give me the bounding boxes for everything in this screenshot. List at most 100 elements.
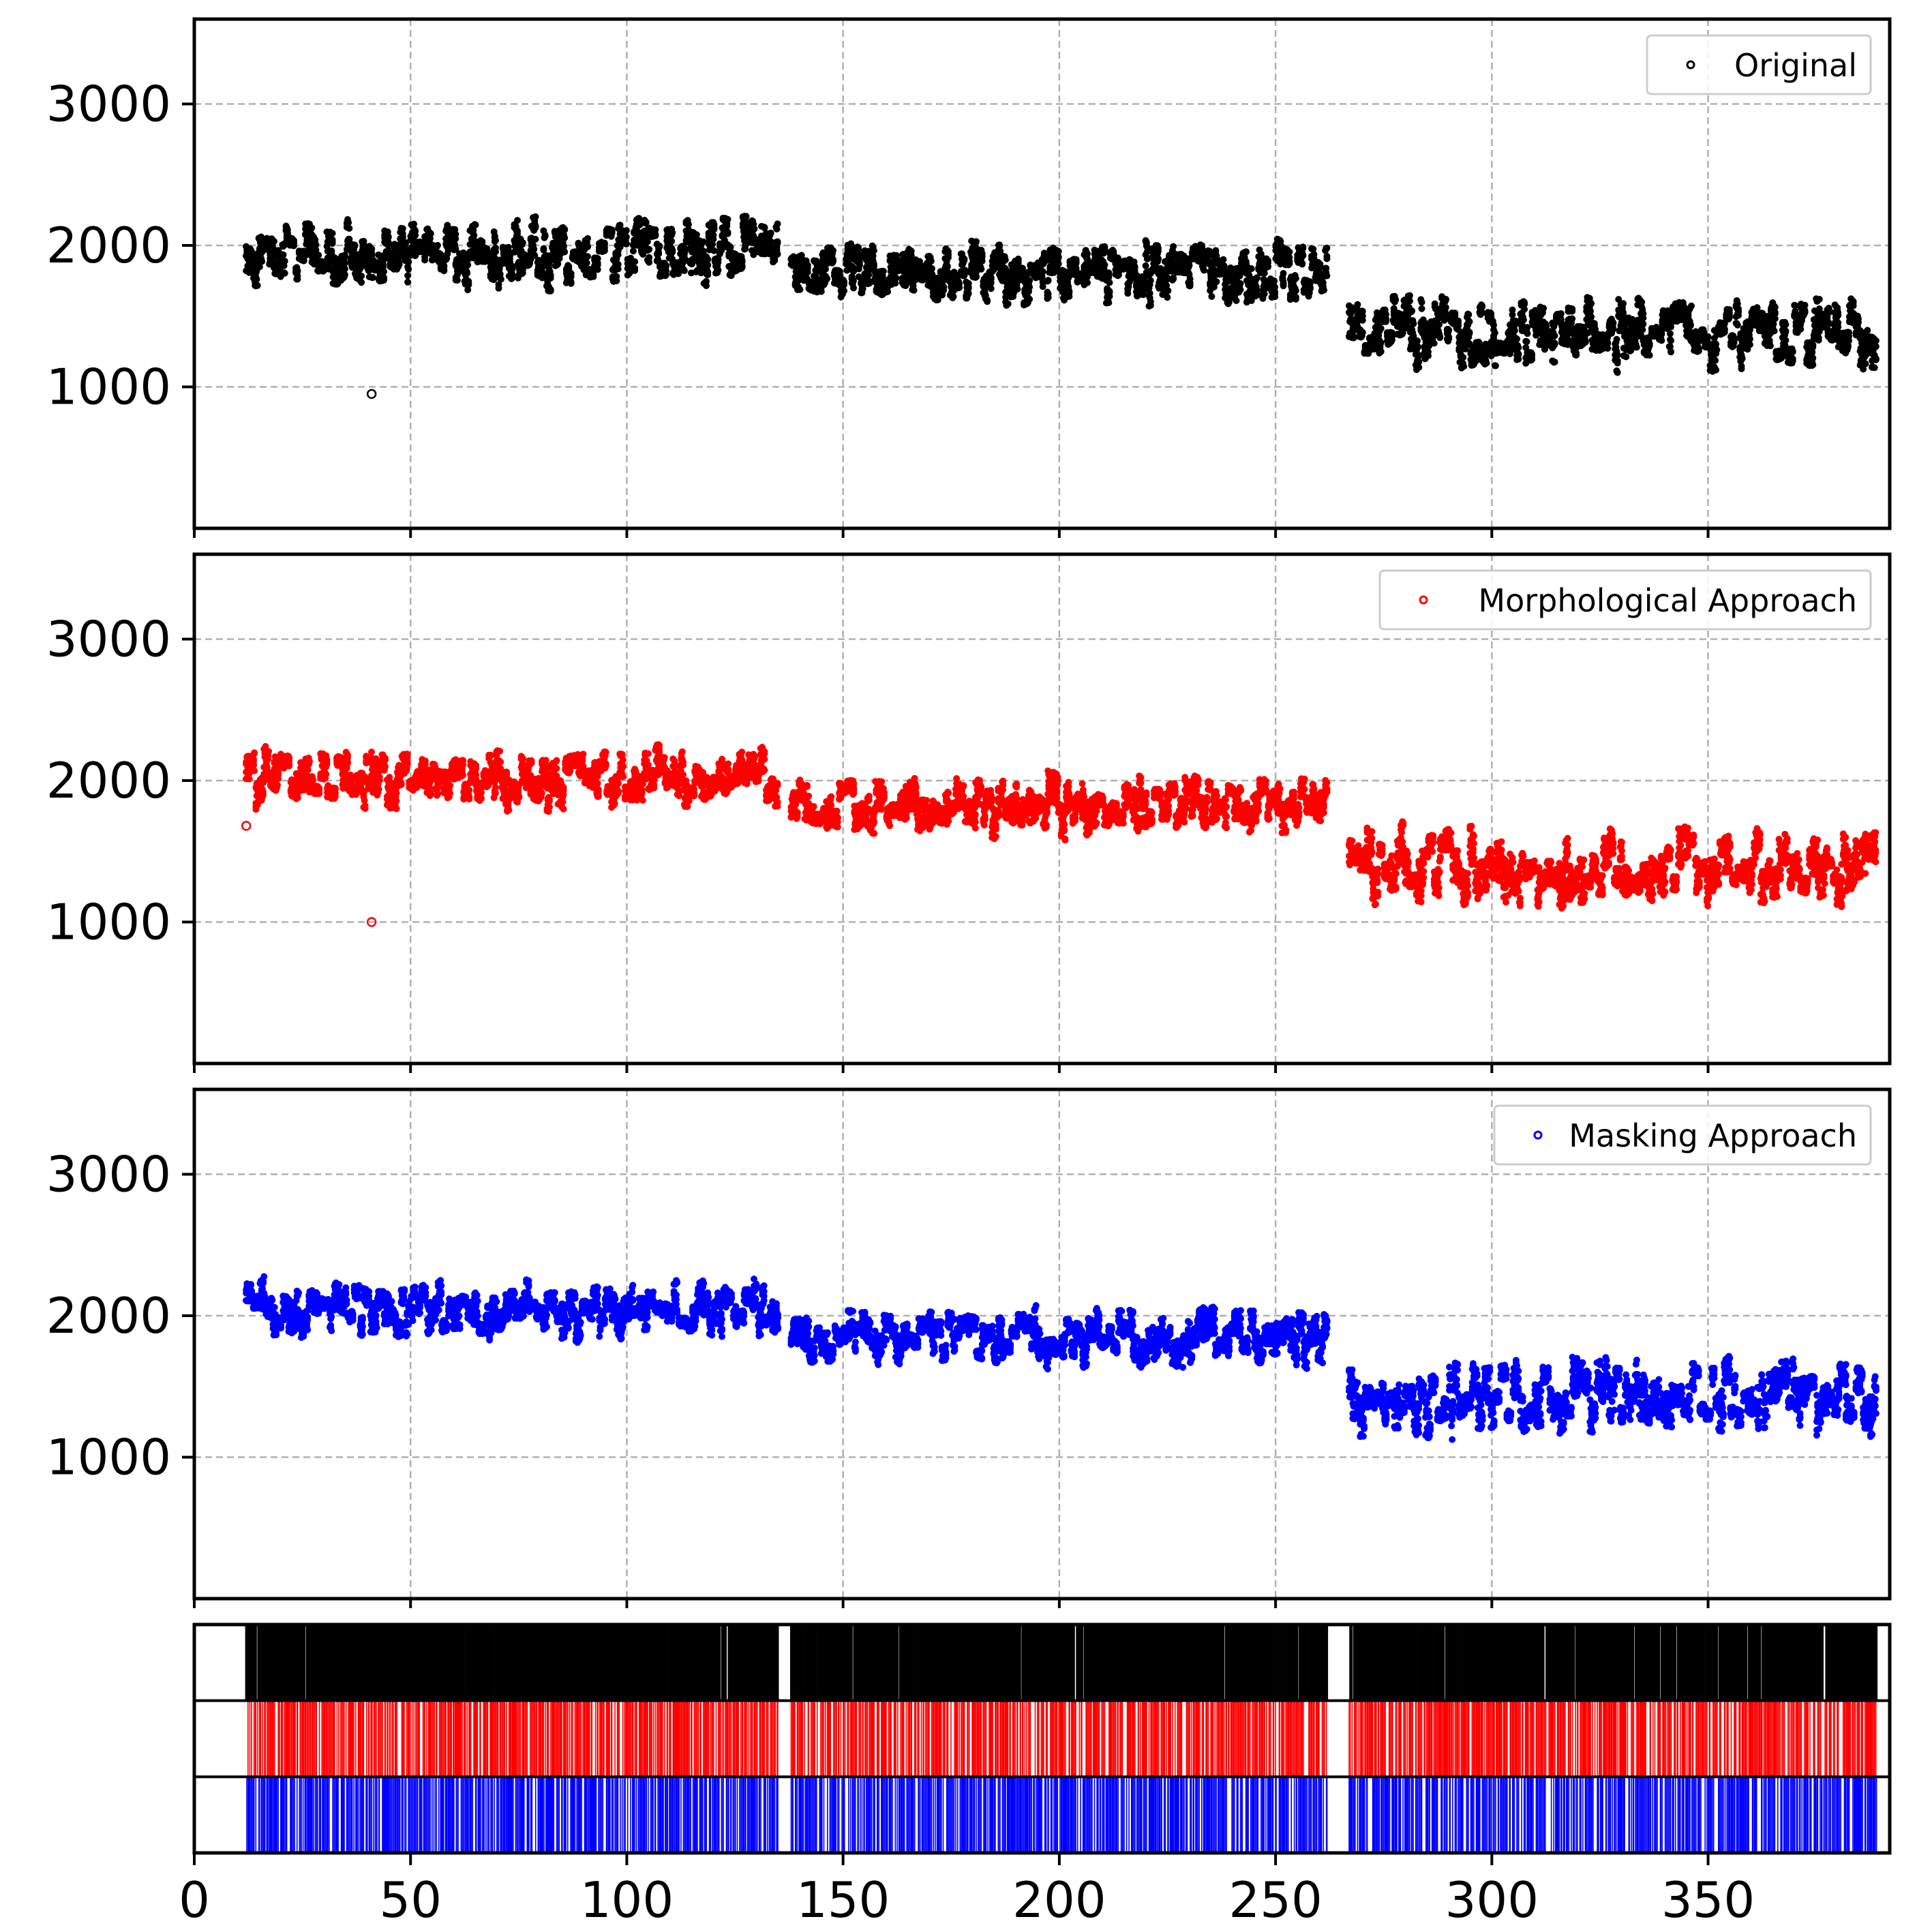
data-point — [561, 235, 569, 241]
data-point — [434, 241, 441, 249]
data-point — [1271, 284, 1279, 291]
data-point — [724, 230, 731, 237]
data-point — [1014, 286, 1021, 293]
data-point — [1280, 270, 1287, 277]
data-point — [927, 257, 935, 265]
data-point — [978, 254, 986, 260]
data-point — [452, 235, 459, 243]
data-point — [1055, 260, 1062, 268]
data-point — [1292, 293, 1299, 301]
data-point — [950, 293, 957, 300]
data-point — [1286, 254, 1293, 261]
data-point — [714, 267, 722, 274]
data-point — [1299, 260, 1306, 267]
data-point — [470, 231, 478, 239]
data-point — [1242, 248, 1250, 256]
data-point — [380, 276, 388, 284]
data-point — [856, 259, 863, 267]
data-point — [584, 235, 591, 242]
data-point — [751, 225, 758, 232]
data-point — [405, 265, 412, 273]
data-point — [669, 248, 676, 256]
data-point — [830, 256, 836, 263]
data-point — [1026, 284, 1033, 290]
data-point — [1271, 293, 1279, 301]
data-point — [824, 275, 831, 282]
data-point — [1101, 245, 1108, 252]
data-point — [561, 226, 569, 234]
chart-panels: 100020003000Original100020003000Morpholo… — [46, 17, 1892, 1929]
data-point — [723, 222, 731, 230]
data-point — [308, 224, 316, 232]
data-point — [656, 242, 663, 250]
data-point — [892, 274, 900, 282]
data-point — [504, 243, 512, 251]
data-point — [978, 265, 985, 273]
data-point — [614, 265, 622, 273]
data-point — [973, 238, 980, 245]
data-point — [699, 247, 707, 255]
data-point — [631, 267, 639, 274]
data-point — [351, 243, 359, 250]
data-point — [541, 231, 549, 239]
data-point — [879, 267, 887, 275]
data-point — [804, 269, 811, 276]
data-point — [1320, 286, 1328, 294]
data-point — [1072, 256, 1080, 263]
data-point — [594, 255, 601, 262]
data-point — [1253, 286, 1261, 294]
data-point — [1004, 300, 1012, 307]
data-point — [1299, 252, 1307, 259]
data-point — [1264, 257, 1271, 265]
data-point — [1001, 256, 1009, 264]
data-point — [655, 250, 663, 258]
data-point — [774, 250, 781, 258]
data-point — [940, 283, 948, 290]
data-point — [738, 264, 746, 271]
data-point — [368, 245, 376, 253]
data-point — [710, 224, 718, 231]
data-point — [1213, 278, 1220, 286]
data-point — [1271, 277, 1278, 285]
data-point — [613, 273, 620, 280]
data-point — [742, 213, 750, 220]
data-point — [1261, 290, 1268, 297]
data-point — [1164, 294, 1171, 301]
data-point — [341, 259, 348, 267]
data-point — [395, 260, 403, 268]
data-point — [870, 247, 877, 254]
data-point — [497, 275, 504, 283]
data-point — [1106, 279, 1113, 286]
data-point — [944, 262, 951, 270]
data-point — [1105, 269, 1113, 277]
data-point — [738, 256, 746, 264]
data-point — [631, 258, 639, 265]
data-point — [704, 261, 712, 269]
data-point — [804, 261, 811, 269]
data-point — [841, 287, 848, 295]
data-point — [1155, 255, 1162, 262]
data-point — [412, 227, 419, 235]
data-point — [1101, 261, 1108, 269]
data-point — [1155, 245, 1162, 252]
data-point — [608, 226, 616, 234]
data-point — [565, 262, 573, 270]
data-point — [1292, 275, 1299, 282]
data-point — [399, 225, 406, 232]
data-point — [530, 245, 538, 253]
data-point — [704, 269, 712, 276]
series-original — [243, 213, 1880, 376]
data-point — [281, 269, 288, 277]
data-point — [547, 274, 554, 282]
data-point — [771, 256, 779, 264]
data-point — [884, 288, 892, 295]
data-point — [710, 231, 717, 239]
data-point — [1124, 290, 1132, 297]
data-point — [410, 220, 417, 228]
data-point — [1220, 256, 1227, 263]
data-point — [601, 241, 608, 249]
data-point — [547, 286, 554, 293]
data-point — [404, 272, 412, 280]
data-point — [821, 265, 829, 273]
